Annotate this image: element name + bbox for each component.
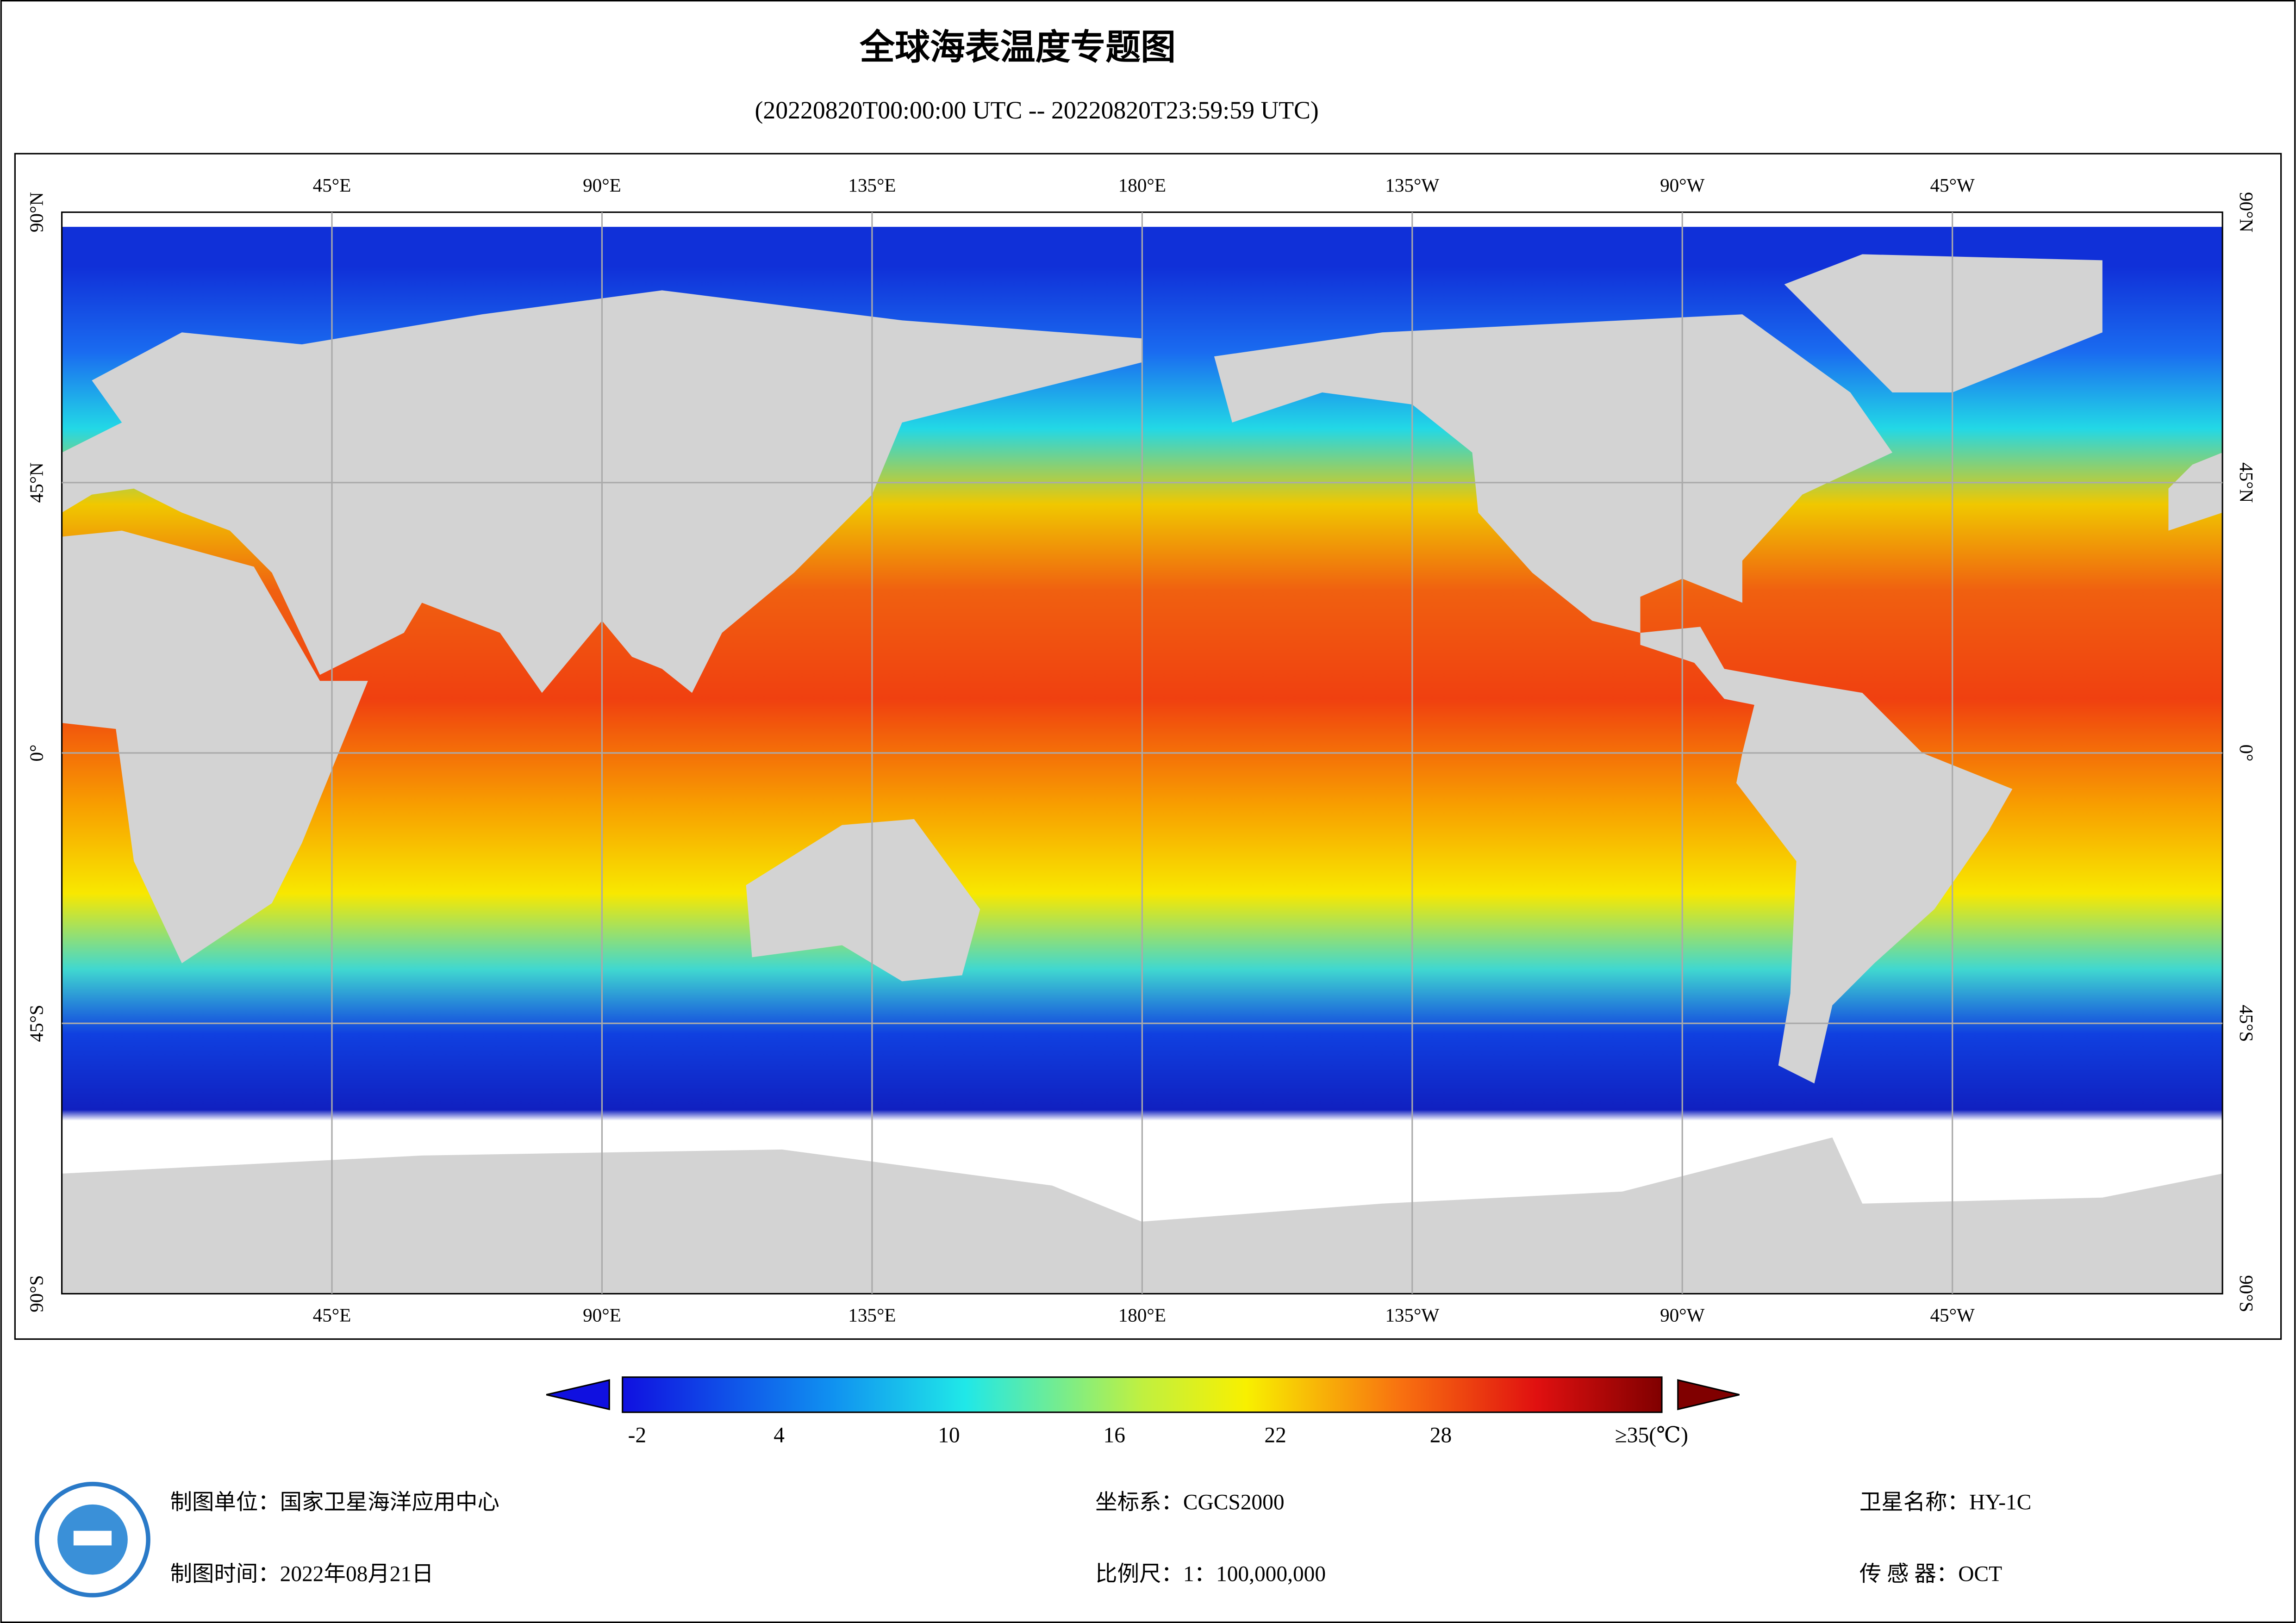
lat-label-right: 90°S — [2236, 1275, 2257, 1312]
colorbar — [622, 1376, 1663, 1413]
land-americas — [1214, 314, 2013, 1084]
lat-label-left: 45°N — [25, 462, 47, 503]
lon-label-top: 90°E — [583, 174, 621, 196]
lon-label-top: 45°E — [313, 174, 351, 196]
colorbar-label: 22 — [1264, 1423, 1286, 1447]
lon-label-top: 180°E — [1118, 174, 1166, 196]
lon-label-top: 135°W — [1385, 174, 1439, 196]
land-australia — [746, 819, 980, 982]
lat-label-right: 45°S — [2236, 1005, 2257, 1042]
footer-satellite: 卫星名称：HY-1C — [1859, 1491, 2031, 1515]
lon-label-bottom: 135°E — [848, 1305, 896, 1326]
colorbar-label: ≥35(℃) — [1615, 1423, 1688, 1447]
lon-label-bottom: 90°E — [583, 1305, 621, 1326]
colorbar-label: 10 — [938, 1423, 960, 1447]
footer-crs: 坐标系：CGCS2000 — [1095, 1491, 1284, 1515]
lat-label-right: 45°N — [2236, 462, 2257, 503]
subtitle: (20220820T00:00:00 UTC -- 20220820T23:59… — [755, 96, 1319, 124]
colorbar-over-arrow — [1677, 1379, 1740, 1411]
lon-label-top: 135°E — [848, 174, 896, 196]
lon-label-top: 45°W — [1930, 174, 1975, 196]
lat-label-right: 0° — [2236, 745, 2257, 762]
footer-date: 制图时间：2022年08月21日 — [170, 1562, 434, 1586]
land-europe-west — [2168, 452, 2223, 531]
colorbar-label: 4 — [774, 1423, 785, 1447]
lat-label-left: 90°N — [25, 192, 47, 232]
lon-label-bottom: 90°W — [1660, 1305, 1705, 1326]
colorbar-label: -2 — [628, 1423, 647, 1447]
logo-satellite — [73, 1530, 112, 1546]
lat-label-left: 0° — [25, 745, 47, 762]
lat-label-left: 90°S — [25, 1275, 47, 1312]
logo — [35, 1481, 150, 1598]
land-africa — [62, 530, 368, 964]
colorbar-under-arrow — [546, 1379, 610, 1411]
footer-sensor: 传 感 器：OCT — [1859, 1562, 2002, 1586]
footer-scale: 比例尺：1：100,000,000 — [1095, 1562, 1326, 1586]
map-frame — [14, 153, 2282, 1340]
lon-label-bottom: 180°E — [1118, 1305, 1166, 1326]
lat-label-right: 90°N — [2236, 192, 2257, 232]
colorbar-label: 28 — [1430, 1423, 1452, 1447]
lon-label-bottom: 135°W — [1385, 1305, 1439, 1326]
lon-label-bottom: 45°E — [313, 1305, 351, 1326]
land-greenland — [1784, 254, 2103, 393]
title: 全球海表温度专题图 — [859, 28, 1176, 67]
footer-organization: 制图单位：国家卫星海洋应用中心 — [170, 1491, 499, 1515]
lat-label-left: 45°S — [25, 1005, 47, 1042]
lon-label-top: 90°W — [1660, 174, 1705, 196]
lon-label-bottom: 45°W — [1930, 1305, 1975, 1326]
colorbar-label: 16 — [1104, 1423, 1125, 1447]
